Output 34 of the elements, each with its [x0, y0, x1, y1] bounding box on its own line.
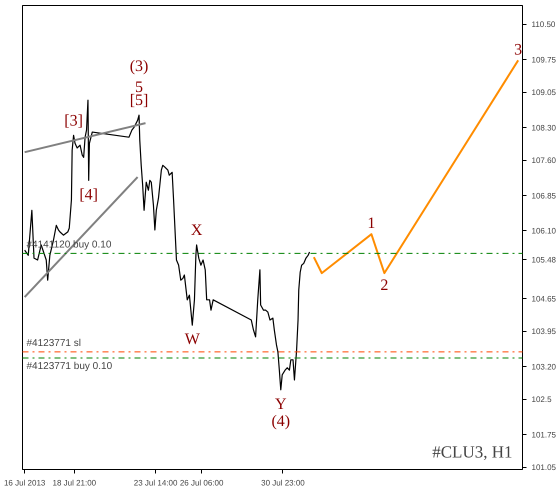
- y-tick-label: 107.60: [532, 156, 557, 166]
- y-tick-label: 101.05: [532, 463, 557, 472]
- y-tick-label: 110.50: [532, 20, 556, 30]
- x-tick-label: 18 Jul 21:00: [52, 478, 97, 488]
- ref-line-label: #4123771 buy 0.10: [26, 360, 113, 372]
- line-series: [312, 59, 520, 274]
- annotation: Y: [274, 396, 287, 413]
- annotation: (3): [130, 58, 148, 76]
- annotation: 3: [514, 41, 522, 58]
- annotation: X: [190, 222, 203, 239]
- x-tick-label: 23 Jul 14:00: [134, 478, 178, 488]
- y-tick-label: 103.95: [532, 327, 557, 336]
- y-tick-label: 104.65: [532, 294, 557, 304]
- annotation: [5]: [130, 92, 148, 110]
- y-tick-label: 109.05: [532, 88, 557, 98]
- x-tick-label: 30 Jul 23:00: [261, 478, 306, 488]
- annotation: (4): [271, 412, 290, 430]
- y-tick-label: 101.75: [532, 430, 557, 440]
- annotation: [4]: [79, 186, 98, 204]
- y-tick-label: 102.5: [532, 395, 552, 404]
- y-tick-label: 106.10: [532, 226, 557, 236]
- x-tick-label: 16 Jul 2013: [4, 478, 46, 488]
- annotation: #CLU3, H1: [432, 442, 513, 462]
- y-tick-label: 105.48: [532, 256, 557, 265]
- annotation: [3]: [64, 112, 83, 130]
- y-tick-label: 103.20: [532, 362, 557, 372]
- y-tick-label: 106.85: [532, 191, 557, 200]
- annotation: W: [184, 331, 201, 348]
- y-tick-label: 108.30: [532, 123, 557, 132]
- ref-line-label: #4123771 sl: [26, 338, 81, 349]
- y-tick-label: 109.75: [532, 55, 557, 64]
- x-tick-label: 26 Jul 06:00: [180, 478, 224, 488]
- annotation: 1: [367, 215, 376, 232]
- annotation: 2: [380, 277, 388, 294]
